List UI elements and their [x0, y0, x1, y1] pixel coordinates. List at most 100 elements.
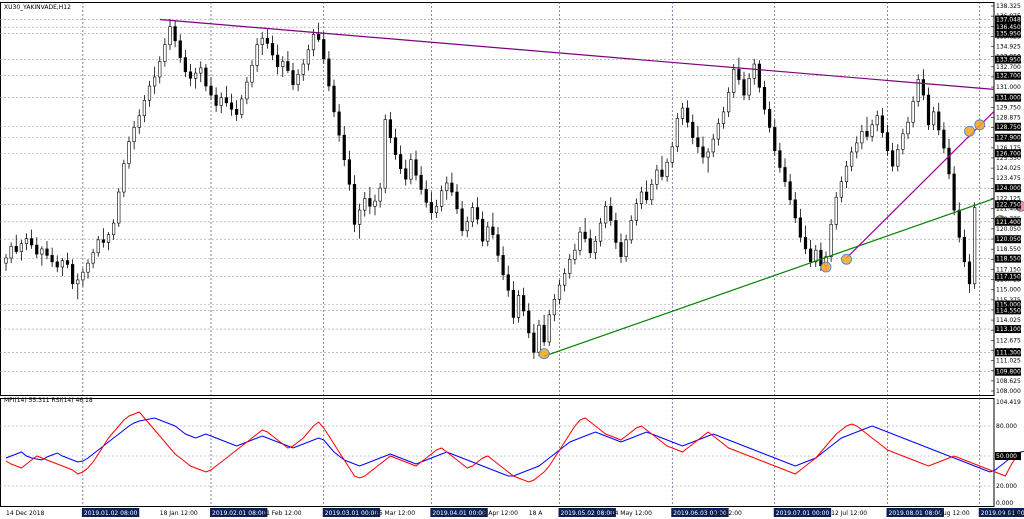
- candle-body: [455, 191, 459, 210]
- candle-body: [747, 77, 751, 96]
- time-marker-label: 2019.03.01 00:00: [325, 510, 379, 517]
- candle-body: [967, 261, 972, 285]
- candle-body: [363, 198, 367, 211]
- candle-body: [563, 273, 567, 286]
- candle-body: [188, 71, 193, 79]
- candle-body: [680, 107, 685, 119]
- time-marker-box: [81, 508, 140, 517]
- price-tick-label: 138.325: [996, 3, 1021, 10]
- candle-body: [670, 146, 674, 163]
- candle-body: [675, 118, 679, 148]
- candle-body: [378, 187, 382, 202]
- candle-body: [870, 124, 874, 137]
- price-marker-label: 109.800: [996, 369, 1021, 376]
- candle-body: [629, 220, 633, 241]
- candle-body: [593, 240, 597, 254]
- price-tick-label: 125.550: [996, 155, 1021, 162]
- price-marker-box: [995, 55, 1021, 64]
- time-marker-box: [671, 508, 729, 517]
- indicator-tick-label: 80.000: [996, 423, 1017, 430]
- candle-body: [491, 226, 495, 235]
- time-tick-label: 14 May 12:00: [611, 510, 652, 517]
- candle-body: [896, 149, 900, 167]
- candle-body: [973, 207, 977, 285]
- price-marker-box: [995, 254, 1021, 263]
- candle-body: [30, 238, 34, 246]
- time-marker-label: 2019.08.01 08:00: [889, 510, 943, 517]
- trendline-resistance[interactable]: [159, 18, 995, 90]
- price-marker-label: 113.100: [996, 326, 1021, 333]
- price-tick-label: 126.175: [996, 145, 1021, 152]
- time-marker-box: [978, 508, 1024, 517]
- candle-body: [757, 63, 761, 88]
- candle-body: [445, 182, 449, 192]
- candle-body: [204, 67, 208, 87]
- candle-body: [317, 34, 321, 40]
- candle-body: [127, 141, 131, 164]
- candle-body: [153, 76, 157, 87]
- candle-body: [183, 57, 187, 73]
- candle-body: [527, 310, 531, 334]
- candle-body: [24, 238, 29, 245]
- time-tick-label: 23 Sep 12:00: [1000, 510, 1024, 517]
- price-tick-label: 115.000: [996, 287, 1021, 294]
- price-marker-box: [995, 325, 1021, 334]
- candle-body: [475, 207, 480, 220]
- price-marker-box: [995, 200, 1021, 209]
- candle-body: [906, 121, 910, 135]
- candle-body: [409, 159, 413, 180]
- candle-body: [14, 246, 18, 252]
- candle-body: [537, 324, 541, 353]
- price-tick-label: 122.125: [996, 196, 1021, 203]
- candle-body: [199, 67, 203, 74]
- price-marker-label: 124.000: [996, 185, 1021, 192]
- price-marker-label: 131.000: [996, 95, 1021, 102]
- candle-body: [209, 85, 213, 96]
- candle-body: [691, 121, 695, 139]
- highlight-marker: [974, 119, 986, 131]
- highlight-marker: [820, 261, 832, 273]
- candle-body: [737, 68, 741, 80]
- candle-body: [142, 99, 146, 117]
- price-axis: 138.325136.975136.450135.625134.925133.9…: [991, 3, 1021, 395]
- time-tick-label: 14 Dec 2018: [6, 510, 45, 517]
- candle-body: [932, 111, 936, 126]
- candle-body: [250, 65, 254, 83]
- price-marker-label: 137.048: [996, 16, 1021, 23]
- time-tick-label: 18 A: [529, 510, 544, 517]
- price-tick-label: 112.675: [996, 337, 1021, 344]
- price-marker-box: [995, 93, 1021, 102]
- candle-body: [532, 332, 536, 353]
- candle-body: [501, 255, 505, 276]
- candle-body: [281, 61, 285, 67]
- candle-body: [219, 97, 223, 106]
- time-tick-label: 8 Apr 12:00: [483, 510, 518, 517]
- candle-body: [81, 271, 85, 281]
- time-marker-box: [322, 508, 381, 517]
- indicator-series: [5, 411, 1024, 483]
- candle-body: [40, 248, 44, 255]
- candle-body: [112, 222, 116, 235]
- candle-body: [4, 257, 8, 264]
- candle-body: [686, 107, 690, 123]
- price-tick-label: 118.550: [996, 246, 1021, 253]
- candle-body: [778, 150, 782, 168]
- candle-body: [117, 191, 121, 224]
- candle-body: [327, 58, 331, 87]
- candle-body: [957, 209, 961, 238]
- candle-body: [358, 209, 362, 225]
- candle-body: [844, 165, 849, 182]
- trendline-support-green[interactable]: [543, 197, 995, 357]
- price-marker-label: 114.550: [996, 307, 1021, 314]
- price-tick-label: 121.400: [996, 206, 1021, 213]
- candle-body: [762, 87, 767, 110]
- price-marker-box: [995, 15, 1021, 24]
- candle-body: [137, 115, 141, 128]
- candle-body: [783, 167, 787, 182]
- candle-body: [865, 130, 869, 137]
- candle-body: [55, 261, 59, 268]
- indicator-axis: 104.419 80.000 50.000 20.000 0.000: [995, 399, 1021, 507]
- trendlines: [159, 18, 995, 357]
- candle-body: [916, 79, 920, 102]
- candle-body: [214, 94, 218, 106]
